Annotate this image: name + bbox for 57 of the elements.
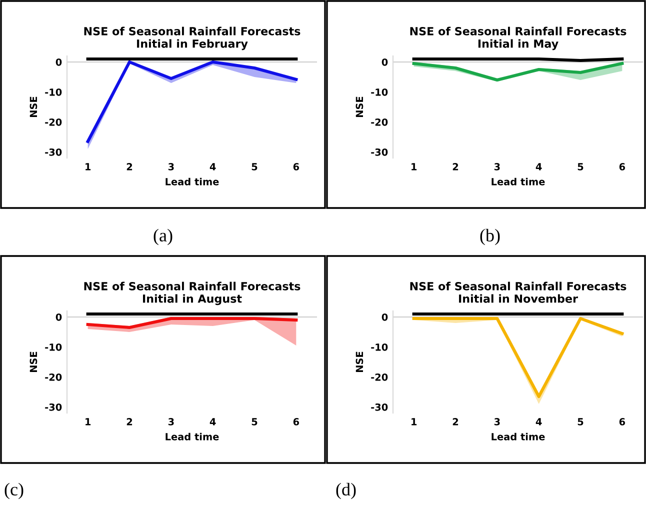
- x-tick-label: 2: [452, 163, 458, 170]
- x-tick-label: 4: [536, 163, 542, 170]
- x-axis-title: Lead time: [166, 432, 219, 440]
- y-tick-label: 0: [382, 58, 388, 66]
- y-tick-label: -30: [45, 403, 62, 411]
- x-axis-title: Lead time: [492, 178, 545, 186]
- x-axis-title: Lead time: [166, 178, 219, 186]
- y-axis-title: NSE: [30, 96, 38, 117]
- chart-title: NSE of Seasonal Rainfall Forecasts Initial in May: [410, 26, 626, 50]
- y-axis-title: NSE: [356, 352, 364, 372]
- y-tick-label: -20: [371, 118, 388, 126]
- x-tick-label: 3: [168, 163, 174, 170]
- text: (d): [336, 482, 356, 500]
- chart-title: NSE of Seasonal Rainfall Forecasts Initial in November: [410, 282, 626, 303]
- x-tick-label: 2: [126, 418, 132, 426]
- x-tick-label: 3: [168, 418, 174, 426]
- x-axis-title: Lead time: [492, 432, 545, 440]
- x-tick-label: 4: [210, 418, 216, 426]
- y-tick-label: -30: [371, 403, 388, 411]
- x-tick-label: 1: [86, 163, 91, 170]
- x-tick-label: 1: [412, 163, 417, 170]
- y-tick-label: -20: [45, 373, 62, 381]
- y-tick-label: -20: [371, 373, 388, 381]
- text: (b): [480, 228, 500, 246]
- y-tick-label: -10: [45, 88, 62, 96]
- x-tick-label: 6: [619, 418, 626, 426]
- y-tick-label: -10: [371, 88, 388, 96]
- y-tick-label: -20: [45, 118, 62, 126]
- y-tick-label: 0: [56, 58, 62, 66]
- x-tick-label: 1: [412, 418, 417, 426]
- chart-title: NSE of Seasonal Rainfall Forecasts Initial in August: [84, 282, 300, 306]
- y-tick-label: 0: [382, 313, 388, 321]
- x-tick-label: 2: [126, 163, 132, 170]
- chart-title: NSE of Seasonal Rainfall Forecasts Initial in February: [84, 26, 300, 50]
- x-tick-label: 3: [494, 418, 500, 426]
- x-tick-label: 3: [494, 163, 500, 170]
- x-tick-label: 5: [578, 163, 584, 170]
- x-tick-label: 1: [86, 418, 91, 426]
- x-tick-label: 2: [452, 418, 458, 426]
- x-tick-label: 6: [293, 418, 300, 426]
- text: (c): [4, 482, 24, 500]
- x-tick-label: 6: [619, 163, 626, 170]
- y-tick-label: -10: [45, 343, 62, 351]
- line-series: [86, 316, 298, 330]
- y-axis-title: NSE: [356, 96, 364, 117]
- y-tick-label: -10: [371, 343, 388, 351]
- y-tick-label: 0: [56, 313, 62, 321]
- x-tick-label: 6: [293, 163, 300, 170]
- x-tick-label: 4: [536, 418, 542, 426]
- y-tick-label: -30: [371, 148, 388, 156]
- x-tick-label: 5: [252, 163, 258, 170]
- x-tick-label: 4: [210, 163, 216, 170]
- y-tick-label: -30: [45, 148, 62, 156]
- x-tick-label: 5: [252, 418, 258, 426]
- text: (a): [154, 228, 172, 246]
- x-tick-label: 5: [578, 418, 584, 426]
- y-axis-title: NSE: [30, 352, 38, 372]
